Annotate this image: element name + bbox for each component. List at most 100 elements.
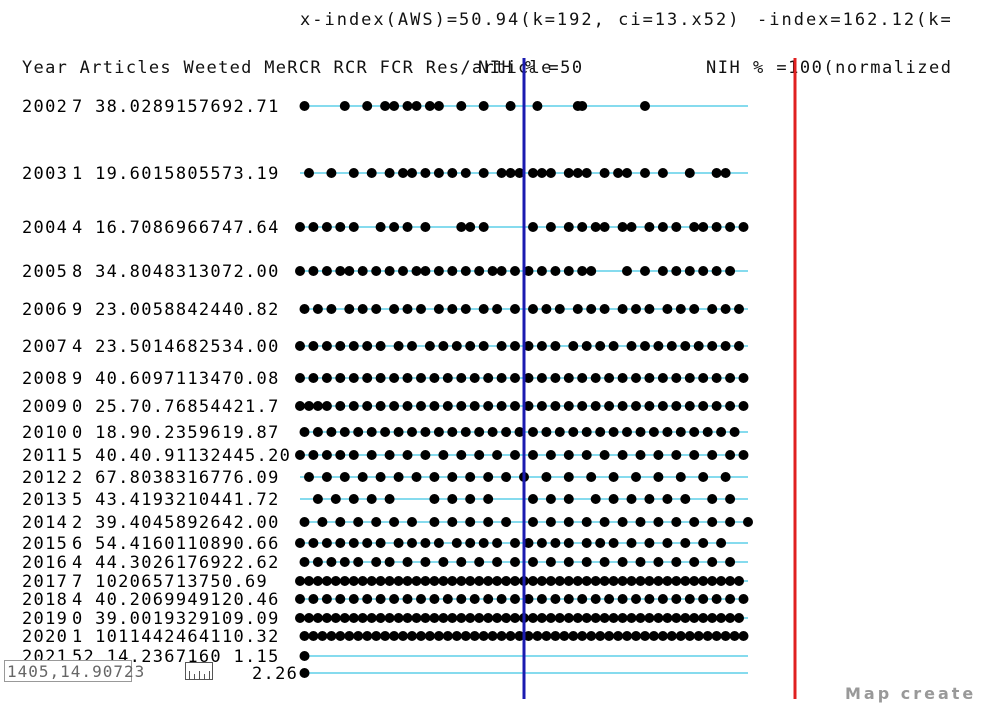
data-point — [675, 304, 686, 314]
data-point — [711, 401, 722, 411]
data-point — [299, 631, 310, 641]
data-point — [465, 613, 476, 623]
data-point — [487, 266, 498, 276]
data-point — [581, 450, 592, 460]
data-point — [478, 222, 489, 232]
data-point — [720, 304, 731, 314]
data-point — [312, 401, 323, 411]
data-point — [635, 450, 646, 460]
data-point — [563, 557, 574, 567]
data-point — [393, 538, 404, 548]
data-point — [465, 341, 476, 351]
data-point — [680, 341, 691, 351]
data-point — [725, 594, 736, 604]
data-point — [429, 373, 440, 383]
data-point — [581, 613, 592, 623]
data-point — [326, 557, 337, 567]
row-stats-label: 0 25.70.76854421.7 — [72, 397, 280, 417]
ref-line-100-label: NIH % =100(normalized — [706, 58, 952, 78]
data-point — [411, 472, 422, 482]
data-point — [496, 401, 507, 411]
map-credit: Map create — [845, 684, 977, 703]
data-point — [725, 494, 736, 504]
data-point — [635, 613, 646, 623]
data-point — [563, 538, 574, 548]
data-point — [698, 613, 709, 623]
data-point — [308, 373, 319, 383]
data-point — [689, 557, 700, 567]
data-point — [308, 594, 319, 604]
data-point — [492, 576, 503, 586]
coordinate-readout: 1405,14.90723 — [4, 660, 144, 682]
row-year-label: 2010 — [22, 423, 68, 443]
data-point — [738, 373, 749, 383]
data-point — [617, 576, 628, 586]
data-point — [371, 266, 382, 276]
data-point — [447, 517, 458, 527]
data-point — [416, 594, 426, 604]
header-index-text-2: -index=162.12(k= — [757, 10, 953, 30]
data-point — [572, 168, 583, 178]
row-2016: 2016 4 44.3026176922.62 — [22, 553, 748, 573]
data-point — [644, 594, 655, 604]
data-point — [483, 517, 494, 527]
data-point — [339, 576, 350, 586]
data-point — [536, 266, 547, 276]
data-point — [510, 594, 520, 604]
data-point — [711, 631, 722, 641]
data-point — [505, 168, 516, 178]
data-point — [456, 613, 467, 623]
data-point — [433, 427, 444, 437]
data-point — [626, 613, 637, 623]
data-point — [366, 494, 377, 504]
data-point — [465, 472, 476, 482]
row-year-label: 2002 — [22, 97, 68, 117]
data-point — [317, 631, 328, 641]
data-point — [433, 101, 444, 111]
data-point — [357, 304, 368, 314]
data-point — [523, 594, 534, 604]
data-point — [608, 494, 619, 504]
data-point — [496, 631, 507, 641]
data-point — [640, 341, 650, 351]
data-point — [510, 557, 520, 567]
data-point — [353, 557, 364, 567]
row-year-label: 2016 — [22, 553, 68, 573]
data-point — [362, 538, 373, 548]
data-point — [514, 427, 525, 437]
data-point — [366, 613, 377, 623]
row-year-label: 2011 — [22, 446, 68, 466]
data-point — [335, 631, 346, 641]
data-point — [662, 538, 673, 548]
data-point — [326, 304, 337, 314]
data-point — [577, 631, 588, 641]
row-year-label: 2003 — [22, 164, 68, 184]
data-point — [483, 576, 494, 586]
data-point — [698, 373, 709, 383]
data-point — [698, 594, 709, 604]
data-point — [725, 517, 736, 527]
data-point — [384, 266, 395, 276]
data-point — [492, 557, 503, 567]
data-point — [662, 427, 673, 437]
data-point — [545, 576, 556, 586]
data-point — [563, 222, 574, 232]
data-point — [711, 266, 722, 276]
data-point — [671, 222, 682, 232]
data-point — [581, 576, 592, 586]
data-point — [411, 613, 422, 623]
data-point — [541, 304, 552, 314]
ruler-icon[interactable] — [185, 662, 213, 680]
data-point — [442, 373, 453, 383]
data-point — [528, 304, 538, 314]
rows-layer: 2002 7 38.0289157692.71 2003 1 19.601580557… — [22, 97, 753, 684]
data-point — [599, 222, 610, 232]
data-point — [510, 341, 520, 351]
data-point — [595, 538, 606, 548]
data-point — [312, 613, 323, 623]
data-point — [599, 557, 610, 567]
row-stats-label: 4 16.7086966747.64 — [72, 218, 280, 238]
data-point — [295, 538, 305, 548]
data-point — [344, 631, 355, 641]
data-point — [451, 341, 462, 351]
